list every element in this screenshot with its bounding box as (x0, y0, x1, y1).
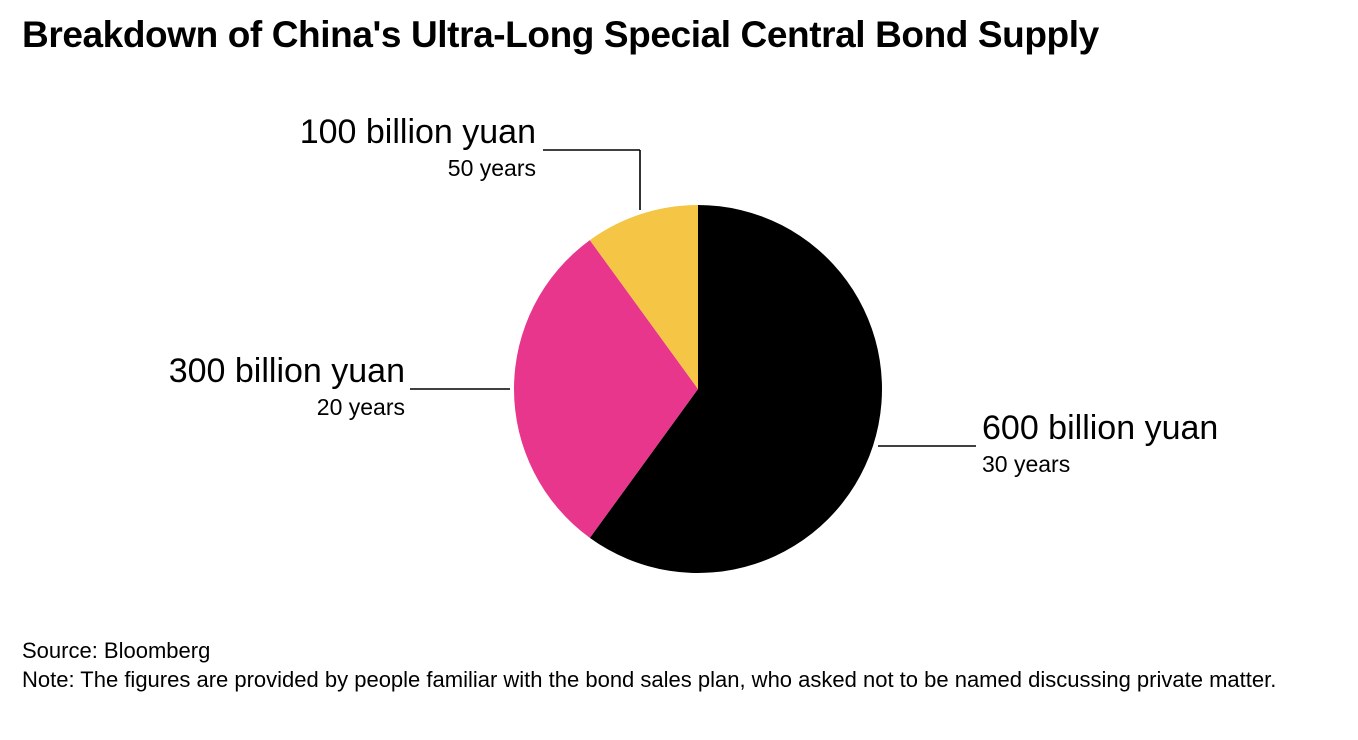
slice-value-label: 300 billion yuan (169, 352, 405, 390)
leader-lines (410, 149, 976, 447)
slice-600-billion (589, 205, 882, 573)
slice-300-billion (514, 240, 698, 538)
slice-term-label: 20 years (317, 394, 405, 420)
chart-footer: Source: Bloomberg Note: The figures are … (22, 636, 1342, 694)
pie-chart: 600 billion yuan 30 years 300 billion yuan… (169, 113, 1219, 573)
slice-100-billion (589, 205, 698, 389)
slice-value-label: 100 billion yuan (300, 113, 536, 151)
chart-title: Breakdown of China's Ultra-Long Special … (22, 14, 1099, 55)
source-note: Source: Bloomberg (22, 638, 211, 663)
slice-labels: 600 billion yuan 30 years 300 billion yuan… (169, 113, 1219, 477)
pie-slices (514, 205, 882, 573)
footnote: Note: The figures are provided by people… (22, 667, 1277, 692)
slice-value-label: 600 billion yuan (982, 409, 1218, 447)
slice-term-label: 30 years (982, 451, 1070, 477)
slice-term-label: 50 years (448, 155, 536, 181)
